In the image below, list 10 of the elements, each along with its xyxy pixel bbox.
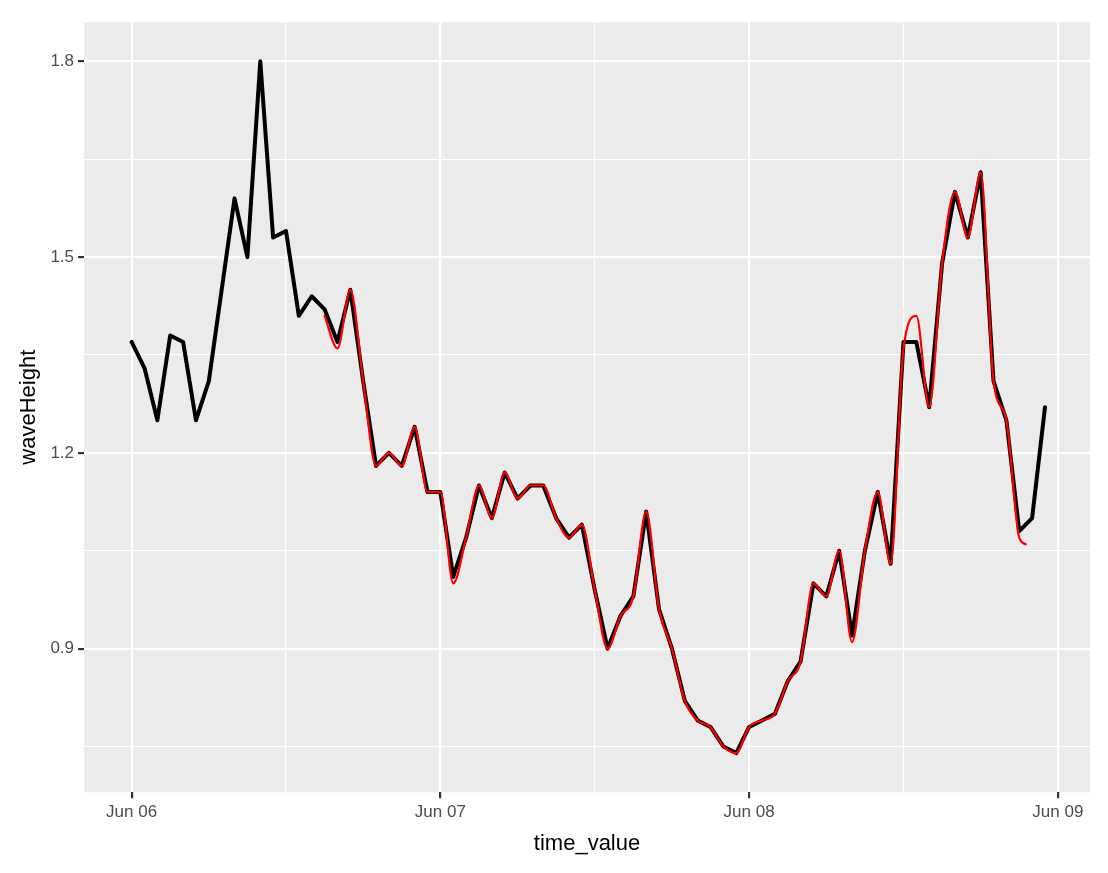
y-axis-title: waveHeight — [15, 349, 41, 466]
x-tick-label: Jun 07 — [414, 802, 466, 822]
x-tick-label: Jun 06 — [106, 802, 158, 822]
y-tick-label: 1.5 — [50, 246, 75, 266]
y-tick-label: 1.2 — [50, 442, 75, 462]
y-tick-label: 1.8 — [50, 51, 75, 71]
x-axis-title: time_value — [533, 829, 641, 855]
x-tick-label: Jun 08 — [723, 802, 775, 822]
x-tick-label: Jun 09 — [1032, 802, 1084, 822]
y-tick-label: 0.9 — [50, 638, 75, 658]
